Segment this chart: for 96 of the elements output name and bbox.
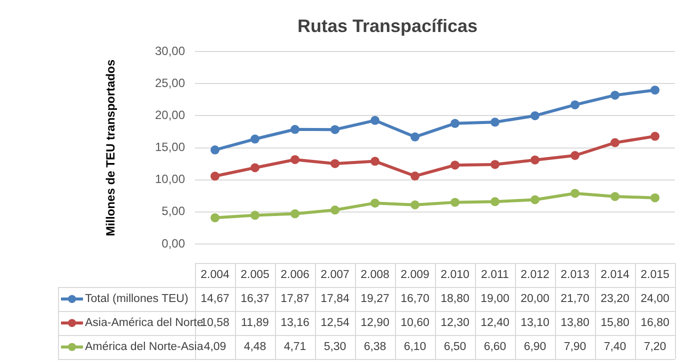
point — [570, 150, 580, 160]
point — [410, 132, 420, 142]
text: 21,70 — [560, 293, 590, 306]
text: 6,50 — [444, 341, 466, 354]
point — [610, 138, 620, 148]
text: 14,67 — [200, 293, 230, 306]
chart-title: Rutas Transpacíficas — [297, 16, 478, 36]
text: 13,16 — [280, 317, 310, 330]
text: 15,80 — [600, 317, 630, 330]
legend-label: América del Norte-Asia — [85, 341, 204, 354]
point — [650, 86, 660, 95]
x-tick-label: 2.012 — [520, 269, 550, 282]
x-tick-label: 2.006 — [280, 269, 310, 282]
point — [330, 206, 340, 215]
text: 11,89 — [241, 317, 269, 330]
text: 16,80 — [640, 317, 670, 330]
point — [570, 188, 580, 198]
text: 7,20 — [644, 341, 666, 354]
text: 24,00 — [640, 293, 670, 306]
text: 20,00 — [520, 293, 550, 306]
legend-label: Total (millones TEU) — [85, 293, 188, 306]
text: 12,90 — [360, 317, 390, 330]
x-tick-label: 2.008 — [360, 269, 390, 282]
point — [210, 213, 220, 222]
y-tick-label: 5,00 — [162, 204, 186, 218]
point — [410, 200, 420, 210]
x-tick-label: 2.005 — [240, 269, 270, 282]
x-tick-label: 2.015 — [640, 269, 670, 282]
point — [650, 193, 660, 202]
text: 13,10 — [520, 317, 550, 330]
x-tick-label: 2.007 — [320, 269, 350, 282]
point — [410, 172, 420, 181]
x-tick-label: 2.009 — [400, 269, 430, 282]
y-tick-label: 30,00 — [154, 44, 186, 58]
y-tick-label: 10,00 — [154, 172, 186, 186]
y-tick-label: 15,00 — [154, 140, 186, 154]
text: 6,90 — [524, 341, 546, 354]
point — [330, 159, 340, 168]
text: 23,20 — [600, 293, 630, 306]
text: 12,30 — [440, 317, 470, 330]
text: 10,60 — [400, 317, 430, 330]
text: 19,00 — [480, 293, 510, 306]
x-tick-label: 2.011 — [481, 269, 509, 282]
x-tick-label: 2.010 — [440, 269, 470, 282]
point — [450, 118, 460, 128]
point — [490, 118, 500, 127]
point — [290, 124, 300, 134]
point — [250, 210, 260, 220]
point — [530, 195, 540, 204]
y-tick-label: 0,00 — [162, 236, 186, 250]
text: 18,80 — [440, 293, 470, 306]
text: 6,38 — [364, 341, 386, 354]
text: 7,90 — [564, 341, 586, 354]
text: 6,10 — [404, 341, 426, 354]
x-tick-label: 2.014 — [600, 269, 630, 282]
point — [330, 125, 340, 134]
x-tick-label: 2.013 — [560, 269, 590, 282]
point — [370, 156, 380, 166]
text: 7,40 — [604, 341, 626, 354]
point — [290, 155, 300, 164]
point — [490, 197, 500, 206]
point — [370, 116, 380, 125]
point — [490, 160, 500, 169]
text: 4,09 — [204, 341, 226, 354]
text: 4,71 — [284, 341, 306, 354]
point — [610, 192, 620, 202]
text: 13,80 — [560, 317, 590, 330]
text: 5,30 — [324, 341, 346, 354]
text: 6,60 — [484, 341, 506, 354]
point — [450, 160, 460, 170]
text: 4,48 — [244, 341, 266, 354]
point — [250, 163, 260, 172]
point — [450, 198, 460, 207]
point — [210, 172, 220, 181]
text: 17,87 — [280, 293, 310, 306]
point — [610, 90, 620, 100]
y-tick-label: 25,00 — [154, 76, 186, 90]
x-tick-label: 2.004 — [200, 269, 230, 282]
text: 19,27 — [360, 293, 390, 306]
text: 16,70 — [400, 293, 430, 306]
point — [570, 100, 580, 110]
text: 10,58 — [200, 317, 230, 330]
point — [530, 111, 540, 120]
point — [370, 198, 380, 208]
legend-label: Asia-América del Norte — [85, 317, 204, 330]
text: 16,37 — [240, 293, 270, 306]
point — [650, 132, 660, 141]
text: 12,54 — [320, 317, 350, 330]
point — [530, 155, 540, 164]
point — [250, 134, 260, 144]
text: 12,40 — [480, 317, 510, 330]
point — [210, 145, 220, 154]
y-tick-label: 20,00 — [154, 108, 186, 122]
y-axis-title: Millones de TEU transportados — [104, 59, 118, 236]
point — [290, 209, 300, 218]
text: 17,84 — [320, 293, 350, 306]
